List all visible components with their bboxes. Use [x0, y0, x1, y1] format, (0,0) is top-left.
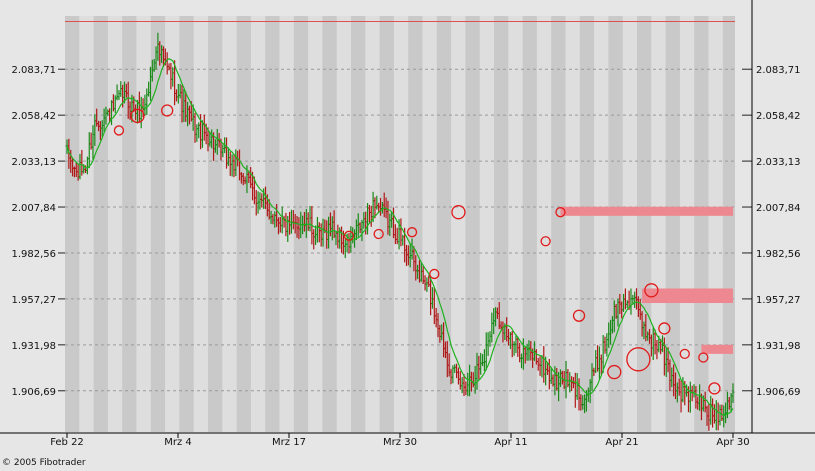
day-stripe	[551, 16, 566, 432]
day-stripe	[122, 16, 137, 432]
y-tick-label-right: 1.982,56	[756, 249, 801, 260]
y-tick-label-right: 2.007,84	[756, 203, 801, 214]
day-stripe	[379, 16, 394, 432]
y-tick-label-left: 1.931,98	[11, 341, 56, 352]
signal-marker	[161, 104, 174, 117]
day-stripe	[637, 16, 652, 432]
y-tick-label-right: 2.083,71	[756, 65, 801, 76]
signal-marker	[406, 227, 418, 238]
day-stripe	[694, 16, 709, 432]
signal-marker	[113, 125, 125, 136]
x-tick-label: Apr 21	[605, 437, 638, 448]
y-tick-label-right: 2.058,42	[756, 111, 801, 122]
signal-marker	[540, 236, 551, 247]
signal-marker	[572, 309, 586, 322]
signal-marker	[679, 348, 690, 360]
copyright-label: © 2005 Fibotrader	[2, 458, 86, 468]
day-stripe	[522, 16, 537, 432]
day-stripe	[408, 16, 423, 432]
resistance-zone	[642, 288, 733, 304]
x-tick-label: Mrz 30	[383, 437, 417, 448]
signal-marker	[607, 364, 622, 380]
y-tick-label-right: 1.957,27	[756, 295, 801, 306]
day-stripe	[236, 16, 251, 432]
signal-marker	[708, 382, 721, 395]
signal-marker	[451, 205, 466, 220]
x-tick-label: Feb 22	[50, 437, 84, 448]
day-stripe	[722, 16, 735, 432]
y-tick-label-right: 1.906,69	[756, 387, 801, 398]
y-tick-label-left: 2.007,84	[11, 203, 56, 214]
day-stripe	[179, 16, 194, 432]
day-stripe	[93, 16, 108, 432]
y-tick-label-left: 1.906,69	[11, 387, 56, 398]
signal-marker	[429, 268, 440, 280]
signal-marker	[343, 230, 355, 241]
x-tick-label: Mrz 17	[272, 437, 306, 448]
signal-marker	[626, 347, 651, 372]
moving-average-line	[66, 58, 734, 416]
y-tick-label-right: 1.931,98	[756, 341, 801, 352]
plot-background	[65, 16, 735, 432]
signal-marker	[644, 283, 659, 298]
y-tick-label-left: 2.033,13	[11, 157, 56, 168]
price-bar	[731, 383, 735, 403]
day-stripe	[65, 16, 80, 432]
day-stripe	[494, 16, 509, 432]
resistance-zone	[560, 206, 733, 216]
signal-marker	[658, 322, 671, 335]
x-tick-label: Apr 30	[716, 437, 749, 448]
day-stripe	[208, 16, 223, 432]
day-stripe	[665, 16, 680, 432]
signal-marker	[130, 108, 145, 124]
x-tick-label: Mrz 4	[164, 437, 192, 448]
y-tick-label-left: 1.982,56	[11, 249, 56, 260]
signal-marker	[555, 207, 566, 218]
x-tick-label: Apr 11	[494, 437, 527, 448]
signal-marker	[373, 228, 384, 240]
y-tick-label-right: 2.033,13	[756, 157, 801, 168]
resistance-zone	[701, 344, 733, 354]
signal-marker	[698, 352, 709, 363]
y-tick-label-left: 1.957,27	[11, 295, 56, 306]
y-tick-label-left: 2.058,42	[11, 111, 56, 122]
day-stripe	[150, 16, 166, 432]
y-tick-label-left: 2.083,71	[11, 65, 56, 76]
day-stripe	[465, 16, 480, 432]
day-stripe	[579, 16, 595, 432]
